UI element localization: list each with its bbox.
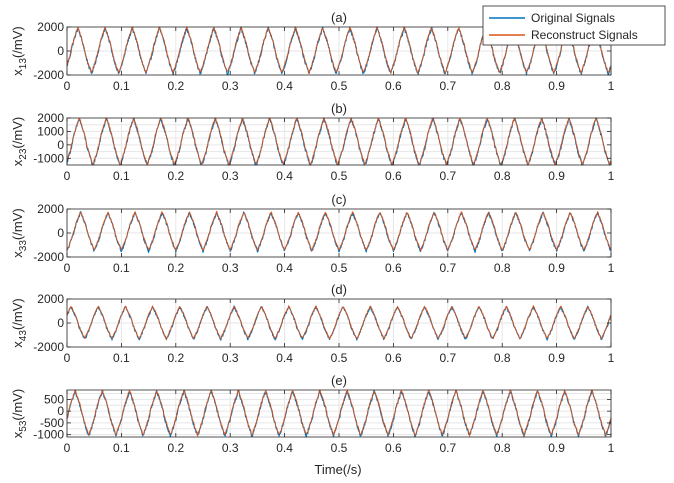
y-tick-label: -2000	[33, 340, 64, 354]
y-tick-label: -1000	[33, 151, 64, 165]
x-tick-label: 0.4	[276, 79, 293, 93]
x-tick-label: 0.7	[439, 351, 456, 365]
series-line-reconstruct-signals	[66, 26, 612, 74]
series-line-reconstruct-signals	[66, 389, 612, 437]
x-tick-label: 0.2	[167, 261, 184, 275]
y-axis-label: x53(/mV)	[10, 389, 29, 438]
y-tick-label: 500	[44, 392, 64, 406]
x-tick-label: 0.1	[113, 261, 130, 275]
subplots: 0 0.1 0.2 0.3 0.4 0.5 0.6 0.7 0.8 0.9 1-200002000(…	[10, 10, 615, 455]
x-axis-label: Time(/s)	[314, 462, 361, 477]
x-tick-label: 0.7	[439, 169, 456, 183]
x-tick-label: 0.4	[276, 169, 293, 183]
series-line-reconstruct-signals	[66, 210, 612, 252]
subplot-title: (c)	[331, 192, 346, 207]
x-tick-label: 1	[608, 441, 615, 455]
x-tick-label: 0.2	[167, 351, 184, 365]
x-tick-label: 0.8	[494, 79, 511, 93]
x-tick-label: 0.3	[222, 169, 239, 183]
y-tick-label: -2000	[33, 68, 64, 82]
x-tick-label: 0.1	[113, 79, 130, 93]
x-tick-label: 0.2	[167, 79, 184, 93]
x-tick-label: 0.6	[385, 79, 402, 93]
x-tick-label: 1	[608, 261, 615, 275]
x-tick-label: 0	[64, 79, 71, 93]
legend-entry-label: Original Signals	[531, 11, 615, 25]
subplot-title: (b)	[331, 101, 347, 116]
y-tick-label: 0	[57, 138, 64, 152]
x-tick-label: 0.6	[385, 169, 402, 183]
x-tick-label: 0.4	[276, 261, 293, 275]
x-tick-label: 0.1	[113, 351, 130, 365]
x-tick-label: 0.3	[222, 441, 239, 455]
x-tick-label: 0.7	[439, 261, 456, 275]
subplot-e: 0 0.1 0.2 0.3 0.4 0.5 0.6 0.7 0.8 0.9 1-1000-50005…	[10, 373, 615, 455]
subplot-d: 0 0.1 0.2 0.3 0.4 0.5 0.6 0.7 0.8 0.9 1-200002000(…	[10, 282, 615, 365]
subplot-title: (d)	[331, 282, 347, 297]
legend: Original Signals Reconstruct Signals	[482, 5, 666, 46]
x-tick-label: 1	[608, 351, 615, 365]
x-tick-label: 0.4	[276, 351, 293, 365]
y-tick-label: 0	[57, 316, 64, 330]
y-tick-label: 0	[57, 226, 64, 240]
x-tick-label: 1	[608, 79, 615, 93]
x-tick-label: 0.5	[331, 169, 348, 183]
y-tick-label: 2000	[37, 292, 64, 306]
y-axis-label: x13(/mV)	[10, 26, 29, 75]
x-tick-label: 0.3	[222, 261, 239, 275]
x-tick-label: 0	[64, 441, 71, 455]
x-tick-label: 0.5	[331, 261, 348, 275]
x-tick-label: 0.6	[385, 261, 402, 275]
y-axis-label: x33(/mV)	[10, 208, 29, 257]
series-line-reconstruct-signals	[66, 305, 612, 340]
y-tick-label: -500	[40, 416, 64, 430]
x-tick-label: 0.9	[548, 261, 565, 275]
x-tick-label: 0.6	[385, 441, 402, 455]
legend-entry-label: Reconstruct Signals	[531, 28, 638, 42]
y-tick-label: 2000	[37, 20, 64, 34]
x-tick-label: 0.3	[222, 79, 239, 93]
x-tick-label: 0.2	[167, 441, 184, 455]
subplot-title: (a)	[331, 10, 347, 25]
x-tick-label: 0.6	[385, 351, 402, 365]
y-tick-label: 0	[57, 404, 64, 418]
y-axis-label: x23(/mV)	[10, 117, 29, 166]
x-tick-label: 0	[64, 169, 71, 183]
x-tick-label: 0.7	[439, 79, 456, 93]
x-tick-label: 0.3	[222, 351, 239, 365]
legend-box	[482, 5, 666, 46]
x-tick-label: 1	[608, 169, 615, 183]
x-tick-label: 0.9	[548, 351, 565, 365]
x-tick-label: 0.8	[494, 351, 511, 365]
y-axis-label: x43(/mV)	[10, 298, 29, 347]
x-tick-label: 0.5	[331, 79, 348, 93]
x-tick-label: 0.5	[331, 441, 348, 455]
x-tick-label: 0.2	[167, 169, 184, 183]
y-tick-label: 1000	[37, 124, 64, 138]
x-tick-label: 0.1	[113, 169, 130, 183]
x-tick-label: 0.9	[548, 169, 565, 183]
x-tick-label: 0.4	[276, 441, 293, 455]
y-tick-label: 0	[57, 44, 64, 58]
x-tick-label: 0.5	[331, 351, 348, 365]
x-tick-label: 0	[64, 261, 71, 275]
y-tick-label: 2000	[37, 111, 64, 125]
x-tick-label: 0.9	[548, 79, 565, 93]
y-tick-label: -2000	[33, 250, 64, 264]
x-tick-label: 0.8	[494, 441, 511, 455]
subplot-title: (e)	[331, 373, 347, 388]
x-tick-label: 0.8	[494, 261, 511, 275]
y-tick-label: -1000	[33, 428, 64, 442]
subplot-c: 0 0.1 0.2 0.3 0.4 0.5 0.6 0.7 0.8 0.9 1-200002000(…	[10, 192, 615, 275]
x-tick-label: 0.7	[439, 441, 456, 455]
x-tick-label: 0.8	[494, 169, 511, 183]
x-tick-label: 0	[64, 351, 71, 365]
subplot-b: 0 0.1 0.2 0.3 0.4 0.5 0.6 0.7 0.8 0.9 1-1000010002…	[10, 101, 615, 183]
x-tick-label: 0.1	[113, 441, 130, 455]
x-tick-label: 0.9	[548, 441, 565, 455]
y-tick-label: 2000	[37, 202, 64, 216]
